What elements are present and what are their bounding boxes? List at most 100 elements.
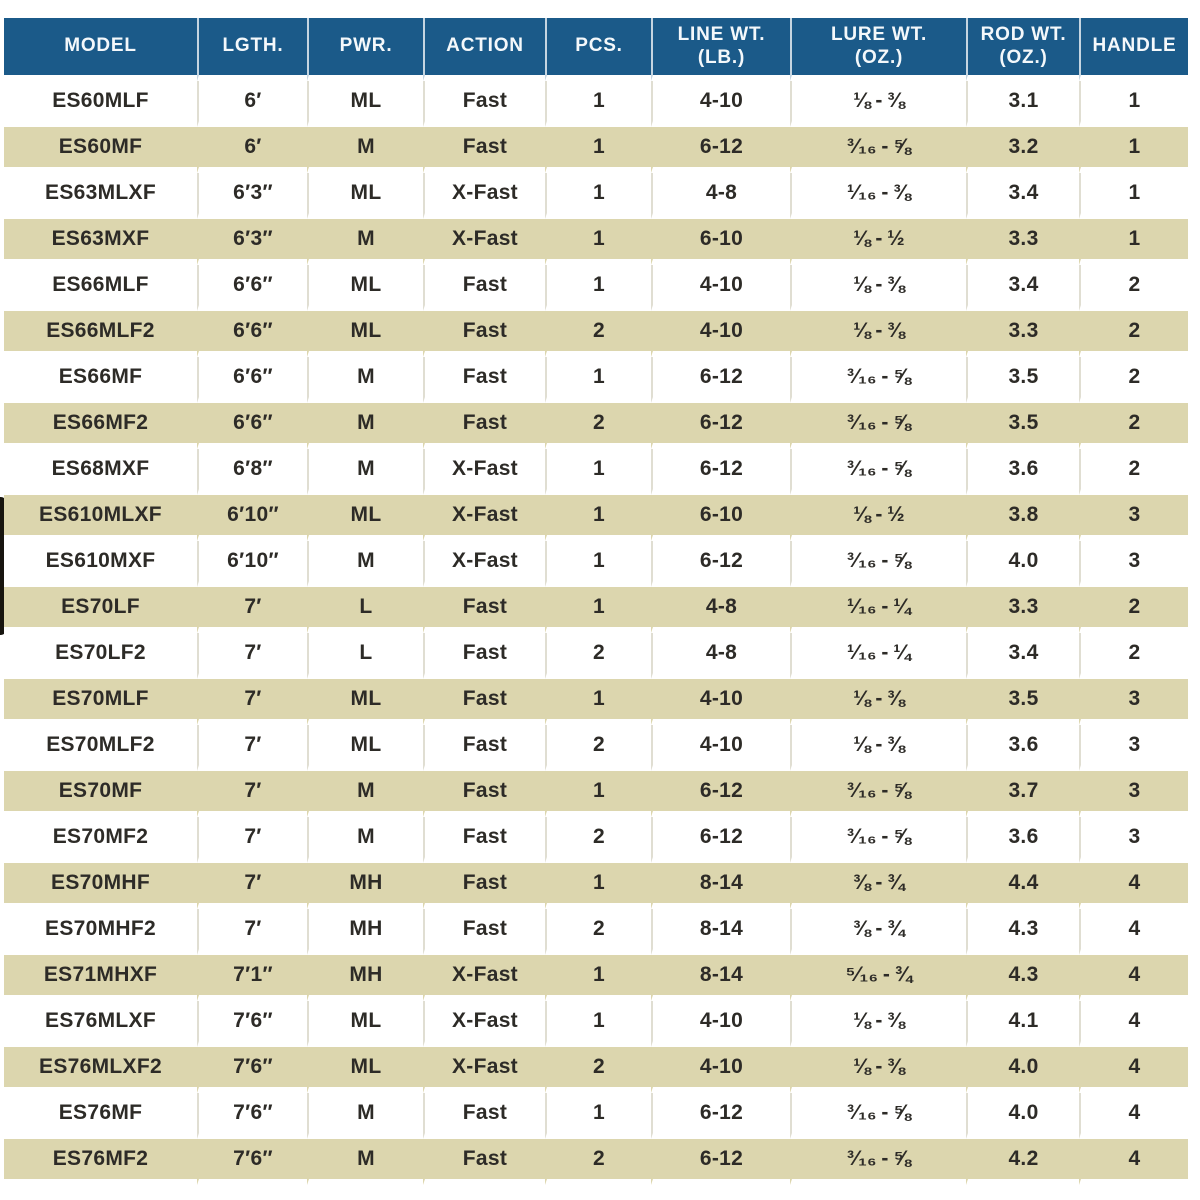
table-row: ES70MLF2 7′ ML Fast 2 4-10 ⅛ - ⅜ 3.6 3 (4, 725, 1188, 771)
model-cell: ES66MLF2 (4, 311, 197, 357)
line_wt-cell: 4-8 (651, 173, 790, 219)
lure_wt-cell: ⅛ - ⅜ (790, 265, 966, 311)
column-header-sublabel: (OZ.) (854, 46, 904, 68)
pieces-cell: 1 (545, 955, 651, 1001)
line_wt-cell: 4-10 (651, 311, 790, 357)
column-header-sublabel: (OZ.) (999, 46, 1048, 68)
model-cell: ES76MF2 (4, 1139, 197, 1185)
column-header-power: PWR. (307, 18, 423, 81)
lure_wt-cell: ⅛ - ⅜ (790, 311, 966, 357)
length-cell: 6′6″ (197, 403, 307, 449)
rod_wt-cell: 3.3 (966, 587, 1079, 633)
action-cell: X-Fast (423, 1047, 545, 1093)
power-cell: ML (307, 1001, 423, 1047)
pieces-cell: 1 (545, 173, 651, 219)
header-row: MODEL LGTH. PWR. ACTION PCS. LINE WT. (LB.) LUR… (4, 18, 1188, 81)
power-cell: M (307, 1139, 423, 1185)
action-cell: Fast (423, 633, 545, 679)
pieces-cell: 1 (545, 863, 651, 909)
table-row: ES60MLF 6′ ML Fast 1 4-10 ⅛ - ⅜ 3.1 1 (4, 81, 1188, 127)
action-cell: Fast (423, 1093, 545, 1139)
table-row: ES76MF2 7′6″ M Fast 2 6-12 ³⁄₁₆ - ⅝ 4.2 4 (4, 1139, 1188, 1185)
rod_wt-cell: 3.2 (966, 127, 1079, 173)
handle-cell: 3 (1079, 495, 1188, 541)
pieces-cell: 1 (545, 265, 651, 311)
table-row: ES76MLXF2 7′6″ ML X-Fast 2 4-10 ⅛ - ⅜ 4.0 4 (4, 1047, 1188, 1093)
pieces-cell: 2 (545, 1139, 651, 1185)
length-cell: 6′8″ (197, 449, 307, 495)
length-cell: 7′ (197, 863, 307, 909)
model-cell: ES70MF (4, 771, 197, 817)
handle-cell: 3 (1079, 771, 1188, 817)
power-cell: MH (307, 863, 423, 909)
action-cell: X-Fast (423, 495, 545, 541)
rod_wt-cell: 3.5 (966, 679, 1079, 725)
handle-cell: 2 (1079, 449, 1188, 495)
length-cell: 6′6″ (197, 357, 307, 403)
table-row: ES66MF2 6′6″ M Fast 2 6-12 ³⁄₁₆ - ⅝ 3.5 2 (4, 403, 1188, 449)
power-cell: ML (307, 81, 423, 127)
rod_wt-cell: 4.0 (966, 1093, 1079, 1139)
line_wt-cell: 6-12 (651, 127, 790, 173)
length-cell: 7′6″ (197, 1047, 307, 1093)
line_wt-cell: 4-10 (651, 725, 790, 771)
power-cell: M (307, 541, 423, 587)
line_wt-cell: 6-12 (651, 541, 790, 587)
rod_wt-cell: 4.0 (966, 1047, 1079, 1093)
length-cell: 6′10″ (197, 495, 307, 541)
action-cell: Fast (423, 679, 545, 725)
power-cell: ML (307, 495, 423, 541)
pieces-cell: 1 (545, 587, 651, 633)
line_wt-cell: 6-12 (651, 817, 790, 863)
handle-cell: 4 (1079, 863, 1188, 909)
length-cell: 7′ (197, 817, 307, 863)
lure_wt-cell: ¹⁄₁₆ - ⅜ (790, 173, 966, 219)
table-row: ES63MLXF 6′3″ ML X-Fast 1 4-8 ¹⁄₁₆ - ⅜ 3.4 1 (4, 173, 1188, 219)
rod_wt-cell: 4.0 (966, 541, 1079, 587)
line_wt-cell: 8-14 (651, 863, 790, 909)
handle-cell: 3 (1079, 725, 1188, 771)
pieces-cell: 1 (545, 449, 651, 495)
power-cell: ML (307, 265, 423, 311)
table-row: ES76MF 7′6″ M Fast 1 6-12 ³⁄₁₆ - ⅝ 4.0 4 (4, 1093, 1188, 1139)
power-cell: L (307, 587, 423, 633)
handle-cell: 4 (1079, 955, 1188, 1001)
pieces-cell: 2 (545, 633, 651, 679)
power-cell: M (307, 817, 423, 863)
length-cell: 7′6″ (197, 1139, 307, 1185)
line_wt-cell: 4-8 (651, 587, 790, 633)
column-header-action: ACTION (423, 18, 545, 81)
handle-cell: 2 (1079, 265, 1188, 311)
handle-cell: 4 (1079, 909, 1188, 955)
model-cell: ES70MHF (4, 863, 197, 909)
model-cell: ES610MXF (4, 541, 197, 587)
power-cell: L (307, 633, 423, 679)
lure_wt-cell: ⅛ - ⅜ (790, 81, 966, 127)
column-header-pieces: PCS. (545, 18, 651, 81)
length-cell: 7′ (197, 909, 307, 955)
pieces-cell: 1 (545, 219, 651, 265)
power-cell: M (307, 127, 423, 173)
lure_wt-cell: ³⁄₁₆ - ⅝ (790, 541, 966, 587)
rod_wt-cell: 3.4 (966, 633, 1079, 679)
line_wt-cell: 6-12 (651, 771, 790, 817)
table-row: ES60MF 6′ M Fast 1 6-12 ³⁄₁₆ - ⅝ 3.2 1 (4, 127, 1188, 173)
table-body: ES60MLF 6′ ML Fast 1 4-10 ⅛ - ⅜ 3.1 1 ES60MF 6′ M Fa… (4, 81, 1188, 1185)
action-cell: Fast (423, 909, 545, 955)
model-cell: ES63MLXF (4, 173, 197, 219)
power-cell: M (307, 771, 423, 817)
length-cell: 6′3″ (197, 219, 307, 265)
length-cell: 7′6″ (197, 1001, 307, 1047)
lure_wt-cell: ³⁄₁₆ - ⅝ (790, 403, 966, 449)
pieces-cell: 2 (545, 725, 651, 771)
line_wt-cell: 6-10 (651, 219, 790, 265)
table-row: ES63MXF 6′3″ M X-Fast 1 6-10 ⅛ - ½ 3.3 1 (4, 219, 1188, 265)
line_wt-cell: 6-12 (651, 449, 790, 495)
lure_wt-cell: ⅛ - ⅜ (790, 679, 966, 725)
action-cell: Fast (423, 1139, 545, 1185)
length-cell: 7′ (197, 633, 307, 679)
line_wt-cell: 4-8 (651, 633, 790, 679)
table-row: ES70MF2 7′ M Fast 2 6-12 ³⁄₁₆ - ⅝ 3.6 3 (4, 817, 1188, 863)
power-cell: M (307, 449, 423, 495)
